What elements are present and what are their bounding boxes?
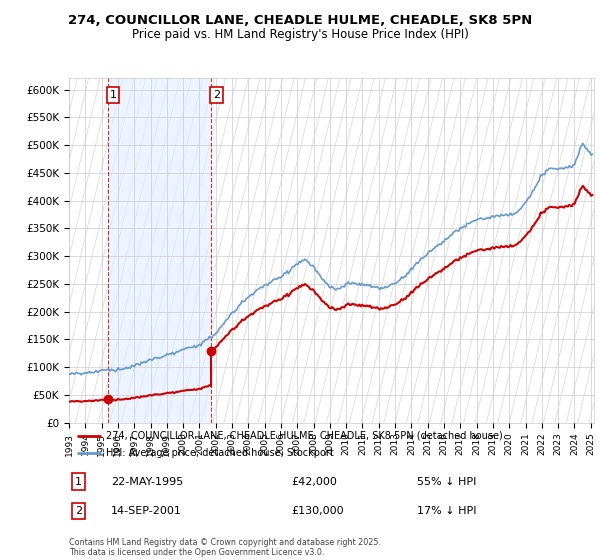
Text: Price paid vs. HM Land Registry's House Price Index (HPI): Price paid vs. HM Land Registry's House … [131, 28, 469, 41]
Text: 55% ↓ HPI: 55% ↓ HPI [417, 477, 476, 487]
Bar [108, 78, 211, 423]
Text: HPI: Average price, detached house, Stockport: HPI: Average price, detached house, Stoc… [106, 449, 334, 458]
Text: 1: 1 [75, 477, 82, 487]
Text: 2: 2 [212, 90, 220, 100]
Text: 274, COUNCILLOR LANE, CHEADLE HULME, CHEADLE, SK8 5PN: 274, COUNCILLOR LANE, CHEADLE HULME, CHE… [68, 14, 532, 27]
Text: 274, COUNCILLOR LANE, CHEADLE HULME, CHEADLE, SK8 5PN (detached house): 274, COUNCILLOR LANE, CHEADLE HULME, CHE… [106, 431, 503, 441]
Text: £130,000: £130,000 [291, 506, 344, 516]
Text: Contains HM Land Registry data © Crown copyright and database right 2025.
This d: Contains HM Land Registry data © Crown c… [69, 538, 381, 557]
Text: 17% ↓ HPI: 17% ↓ HPI [417, 506, 476, 516]
Text: 2: 2 [75, 506, 82, 516]
Text: 14-SEP-2001: 14-SEP-2001 [111, 506, 182, 516]
Text: £42,000: £42,000 [291, 477, 337, 487]
Text: 1: 1 [109, 90, 116, 100]
Text: 22-MAY-1995: 22-MAY-1995 [111, 477, 183, 487]
